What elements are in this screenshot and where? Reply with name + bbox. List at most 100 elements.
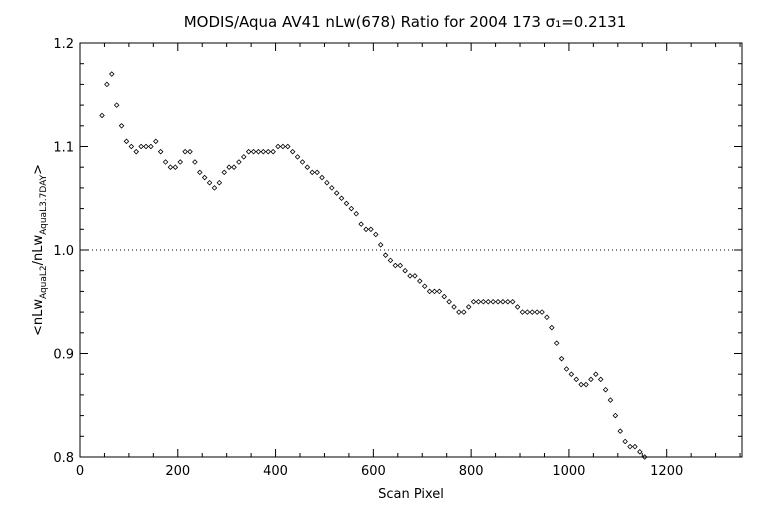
data-point — [593, 371, 599, 377]
y-tick-label: 0.8 — [53, 451, 74, 466]
y-tick-label: 1.0 — [53, 244, 74, 259]
data-point — [514, 304, 521, 310]
data-point — [363, 226, 369, 233]
data-point — [118, 123, 125, 129]
data-point — [461, 309, 467, 315]
x-tick-label: 800 — [459, 464, 484, 479]
data-point — [475, 298, 482, 305]
data-point — [397, 262, 404, 269]
y-tick-label: 1.1 — [53, 141, 74, 156]
data-point — [255, 148, 262, 155]
data-point — [627, 443, 633, 450]
data-point — [431, 288, 438, 295]
data-point — [216, 179, 223, 186]
data-point — [578, 381, 584, 388]
data-point — [113, 102, 120, 108]
x-tick-label: 0 — [76, 464, 84, 479]
data-point — [260, 148, 267, 155]
x-tick-label: 600 — [361, 464, 386, 479]
data-point — [157, 148, 164, 155]
data-point — [358, 221, 364, 227]
data-point — [470, 298, 477, 305]
data-point — [544, 314, 550, 321]
data-point — [485, 298, 492, 305]
data-point — [172, 164, 179, 170]
data-point — [211, 185, 218, 191]
data-point — [138, 143, 144, 150]
data-point — [343, 200, 350, 207]
data-point — [265, 148, 272, 155]
axis-ticks: 0 200 400 600 800 1000 1200 0.8 0.9 1.0 1.1 1.2 — [53, 37, 742, 479]
data-point — [187, 148, 193, 155]
y-tick-label: 0.9 — [53, 348, 74, 363]
data-point — [451, 304, 457, 310]
data-point — [539, 309, 545, 315]
data-point — [309, 169, 316, 176]
data-point — [333, 190, 340, 196]
data-point — [348, 205, 355, 212]
x-tick-label: 1200 — [650, 464, 683, 479]
data-point — [250, 148, 257, 155]
plot-border — [79, 42, 743, 458]
data-point — [441, 293, 448, 300]
plot-frame — [79, 42, 743, 458]
data-point — [373, 231, 379, 238]
data-point — [553, 340, 560, 346]
data-point — [558, 355, 565, 362]
data-point — [607, 397, 614, 403]
data-point — [417, 278, 423, 284]
data-point — [436, 288, 443, 295]
data-points — [99, 71, 648, 460]
data-point — [529, 309, 536, 315]
data-point — [128, 143, 135, 150]
chart-title: MODIS/Aqua AV41 nLw(678) Ratio for 2004 … — [184, 13, 627, 31]
data-point — [534, 309, 540, 315]
data-point — [637, 449, 643, 455]
y-label-open: <nLw — [31, 299, 46, 336]
data-point — [583, 381, 589, 388]
data-point — [602, 386, 609, 393]
data-point — [104, 81, 110, 88]
x-tick-label: 200 — [165, 464, 190, 479]
data-point — [500, 298, 506, 305]
data-point — [368, 226, 374, 233]
data-point — [226, 164, 232, 170]
data-point — [456, 309, 462, 315]
y-label-close: > — [31, 164, 46, 175]
data-point — [377, 242, 384, 248]
data-point — [519, 309, 526, 315]
data-point — [597, 376, 604, 383]
x-axis-label: Scan Pixel — [378, 487, 444, 502]
data-point — [495, 298, 501, 305]
data-point — [206, 179, 213, 186]
y-label-sub2: AquaL3.7DAY — [39, 174, 49, 234]
data-point — [143, 143, 149, 150]
data-point — [622, 438, 628, 445]
data-point — [319, 174, 325, 181]
data-point — [412, 273, 418, 279]
data-point — [236, 159, 242, 165]
data-point — [568, 371, 575, 377]
data-point — [133, 148, 139, 155]
data-point — [382, 252, 389, 258]
data-point — [201, 174, 208, 181]
data-point — [509, 298, 516, 305]
data-point — [490, 298, 496, 305]
x-tick-label: 400 — [263, 464, 288, 479]
data-point — [245, 148, 252, 155]
y-tick-label: 1.2 — [53, 37, 74, 52]
data-point — [314, 169, 320, 176]
data-point — [641, 454, 648, 460]
data-point — [167, 164, 174, 170]
y-label-slash: /nLw — [31, 234, 46, 265]
data-point — [162, 159, 169, 165]
data-point — [446, 298, 452, 305]
data-point — [294, 154, 301, 160]
data-point — [280, 143, 286, 150]
data-point — [573, 376, 580, 383]
data-point — [192, 159, 198, 165]
data-point — [285, 143, 291, 150]
data-point — [231, 164, 237, 170]
data-point — [407, 273, 413, 279]
data-point — [329, 185, 335, 191]
